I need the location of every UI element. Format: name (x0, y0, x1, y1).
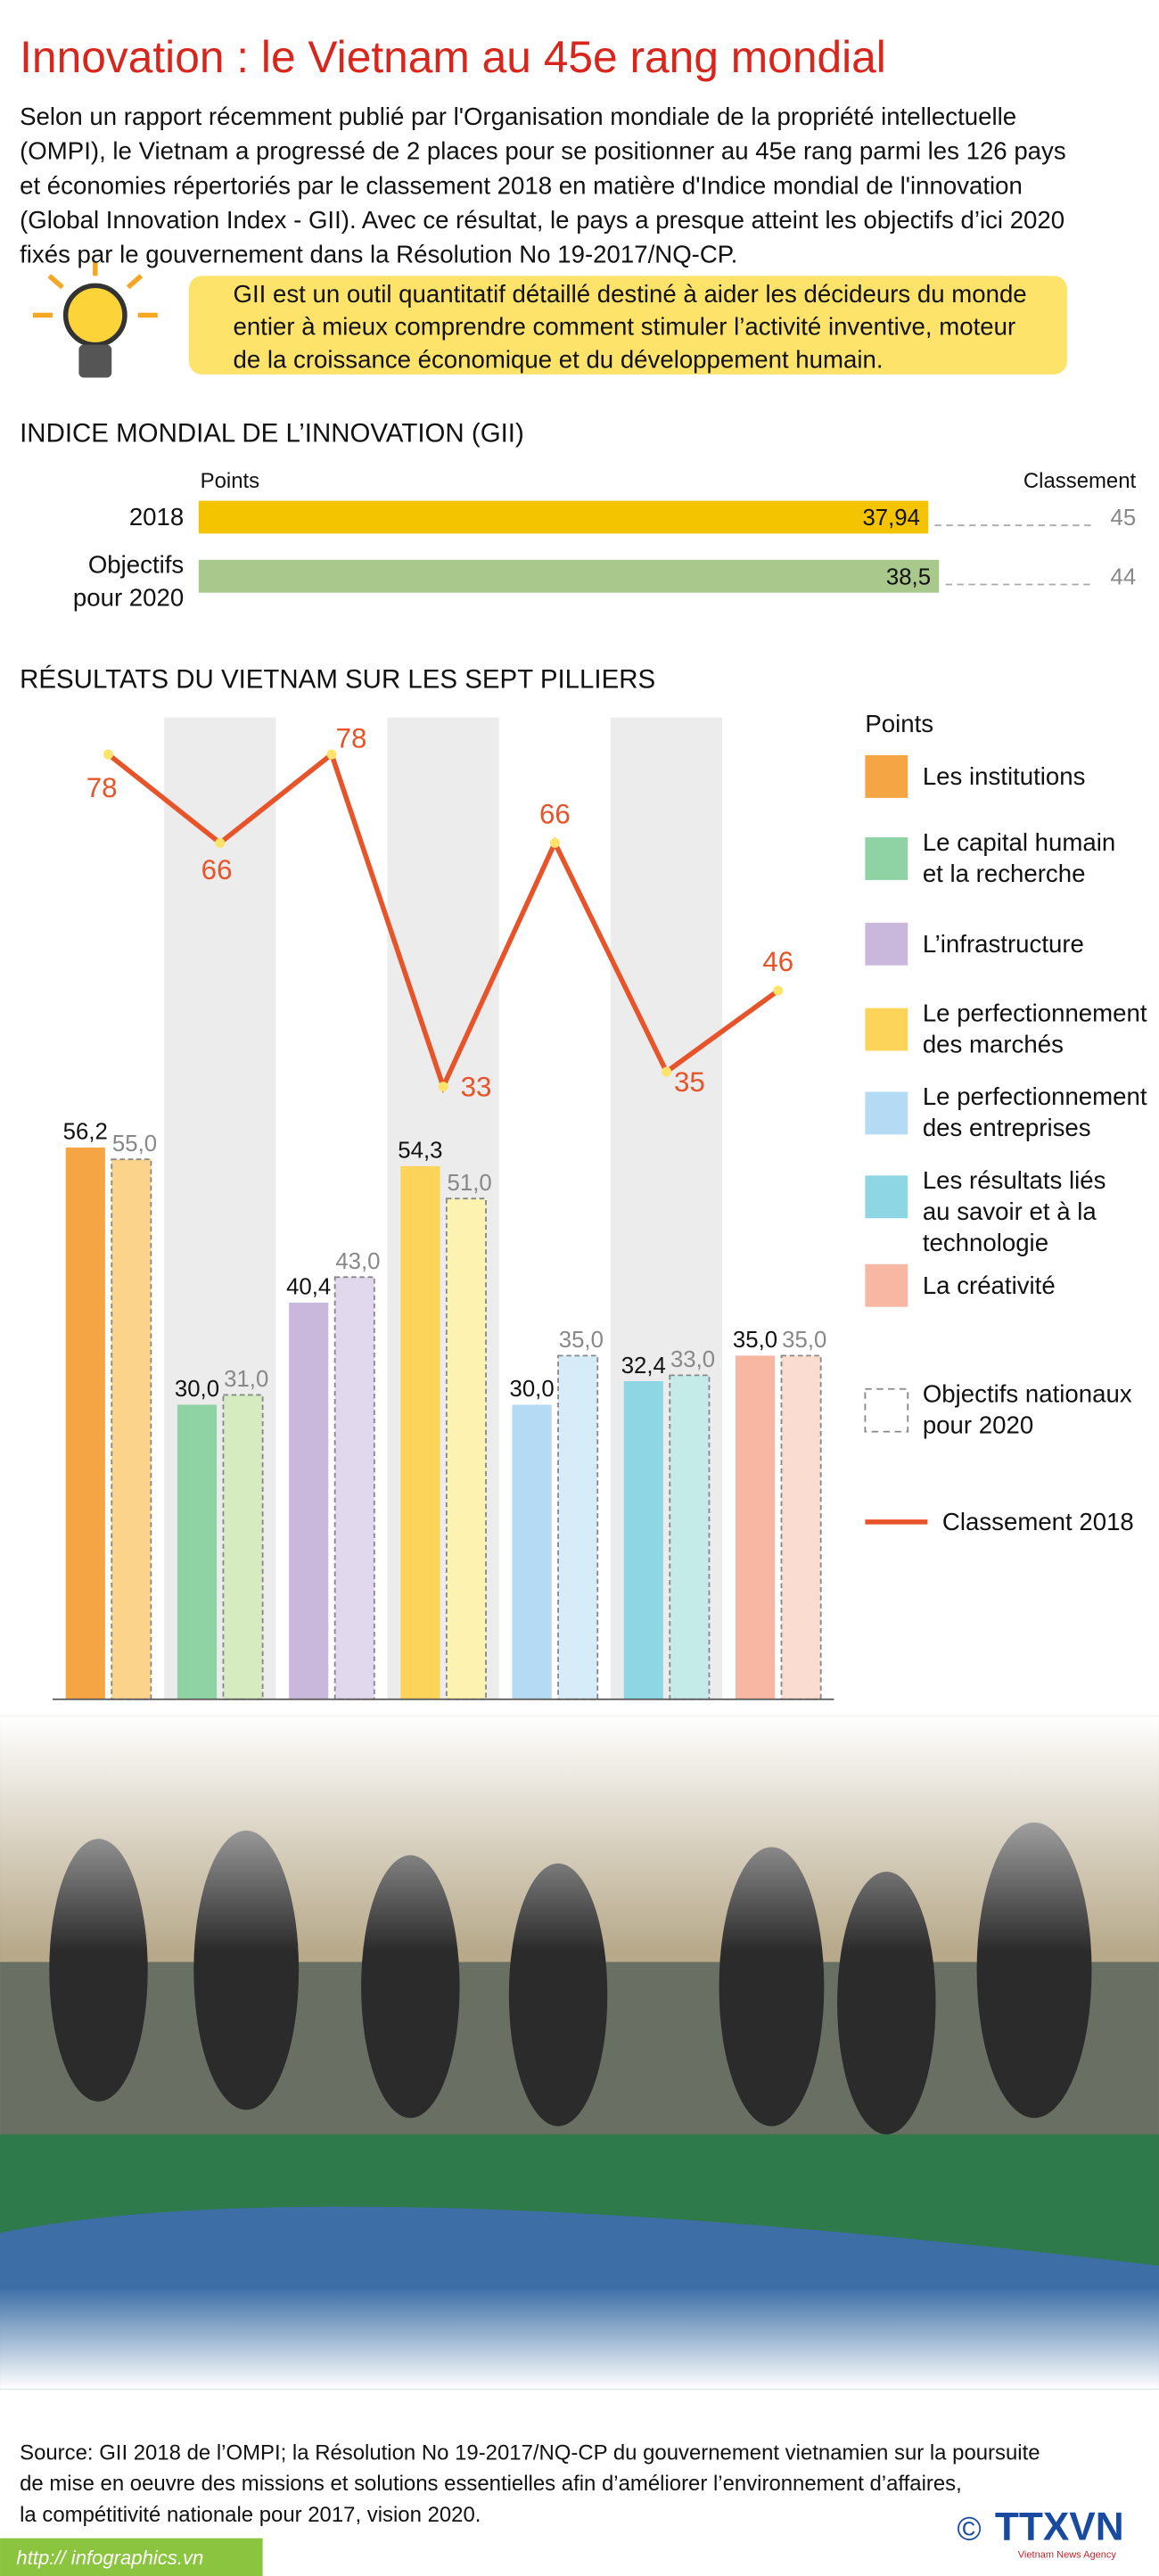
source-line: Source: GII 2018 de l’OMPI; la Résolutio… (20, 2440, 1040, 2465)
intro-line: Selon un rapport récemment publié par l'… (20, 103, 1016, 130)
rank-label: 35 (674, 1066, 705, 1098)
value-label: 35,0 (782, 1328, 826, 1353)
rank-point (215, 837, 226, 848)
rank-label: 78 (86, 772, 118, 803)
source-line: la compétitivité nationale pour 2017, vi… (20, 2503, 481, 2527)
bar (65, 1147, 105, 1700)
target-bar (111, 1158, 152, 1700)
legend-swatch (864, 1387, 909, 1433)
target-bar (780, 1354, 822, 1700)
callout-line: GII est un outil quantitatif détaillé de… (233, 280, 1026, 308)
callout-box (188, 276, 1067, 374)
value-label: 30,0 (175, 1377, 219, 1402)
footer-url: http:// infographics.vn (16, 2547, 203, 2569)
rank-point (103, 749, 114, 760)
rank-point (326, 749, 337, 760)
rank-point (549, 837, 560, 848)
intro-line: (Global Innovation Index - GII). Avec ce… (20, 206, 1064, 234)
category-label: Objectifs pour 2020 (73, 551, 184, 612)
rank-label: 33 (461, 1072, 492, 1103)
value-label: 43,0 (335, 1249, 380, 1274)
bulb-icon (32, 262, 158, 378)
legend-swatch (865, 754, 908, 798)
value-label: 51,0 (448, 1171, 492, 1196)
logo: TTXVN (995, 2505, 1124, 2548)
value-label: 54,3 (398, 1139, 442, 1164)
rank-value: 44 (1111, 565, 1137, 590)
source-line: de mise en oeuvre des missions et soluti… (20, 2472, 962, 2496)
rank-label: 78 (336, 723, 367, 754)
photo (0, 1716, 1159, 2390)
target-bar (557, 1354, 599, 1700)
value-label: 31,0 (224, 1367, 268, 1392)
rank-point (662, 1066, 672, 1077)
legend-swatch (865, 1008, 908, 1051)
bar (400, 1165, 440, 1700)
legend-label: Le capital humain et la recherche (923, 828, 1115, 887)
legend-label: La créativité (923, 1272, 1056, 1299)
legend-title: Points (865, 710, 933, 737)
legend-label: L’infrastructure (923, 930, 1084, 958)
footer-strip (0, 2538, 263, 2576)
value-label: 38,5 (886, 565, 931, 590)
bar (735, 1355, 776, 1700)
value-label: 32,4 (621, 1354, 666, 1379)
bar (623, 1380, 663, 1700)
rank-label: Classement (1023, 469, 1137, 493)
agency: Vietnam News Agency (1018, 2550, 1117, 2561)
bar (177, 1404, 218, 1700)
legend-swatch (865, 837, 908, 880)
target-bar (222, 1394, 264, 1700)
legend-label: Le perfectionnement des marchés (923, 999, 1147, 1058)
value-label: 35,0 (559, 1328, 604, 1353)
value-label: 30,0 (510, 1377, 555, 1402)
target-bar (669, 1374, 711, 1700)
value-label: 35,0 (733, 1328, 777, 1353)
bar (512, 1404, 552, 1700)
legend-swatch (865, 1263, 908, 1307)
value-label: 55,0 (112, 1132, 157, 1156)
intro-line: (OMPI), le Vietnam a progressé de 2 plac… (20, 137, 1066, 165)
value-label: 33,0 (670, 1347, 715, 1372)
copyright: © (957, 2510, 981, 2547)
chart-title: RÉSULTATS DU VIETNAM SUR LES SEPT PILLIE… (20, 665, 655, 695)
target-bar (333, 1276, 375, 1700)
bar (198, 559, 940, 593)
rank-label: 66 (539, 798, 571, 829)
value-label: 56,2 (63, 1120, 108, 1145)
bar (198, 500, 929, 534)
callout-line: entier à mieux comprendre comment stimul… (233, 313, 1015, 341)
legend-swatch (865, 1091, 908, 1135)
target-bar (445, 1197, 487, 1700)
intro-line: fixés par le gouvernement dans la Résolu… (20, 241, 737, 268)
legend-label: Les institutions (923, 762, 1086, 790)
rank-label: 66 (201, 854, 233, 885)
rank-label: 46 (762, 946, 793, 977)
value-label: 40,4 (286, 1275, 331, 1300)
rank-value: 45 (1111, 506, 1137, 531)
intro-line: et économies répertoriés par le classeme… (20, 171, 1023, 199)
bar (289, 1302, 329, 1700)
callout-line: de la croissance économique et du dévelo… (233, 345, 883, 373)
legend-swatch (865, 1175, 908, 1219)
rank-point (773, 985, 784, 996)
legend-label: Les résultats liés au savoir et à la techn… (923, 1166, 1106, 1256)
legend-label: Classement 2018 (942, 1508, 1134, 1535)
chart-title: INDICE MONDIAL DE L’INNOVATION (GII) (20, 418, 524, 448)
value-label: 37,94 (862, 506, 919, 531)
axis-label: Points (201, 469, 260, 493)
title: Innovation : le Vietnam au 45e rang mond… (20, 32, 886, 82)
legend-label: Objectifs nationaux pour 2020 (923, 1379, 1132, 1438)
legend-swatch (865, 922, 908, 966)
rank-point (438, 1082, 448, 1092)
category-label: 2018 (129, 503, 184, 531)
legend-label: Le perfectionnement des entreprises (923, 1082, 1147, 1141)
